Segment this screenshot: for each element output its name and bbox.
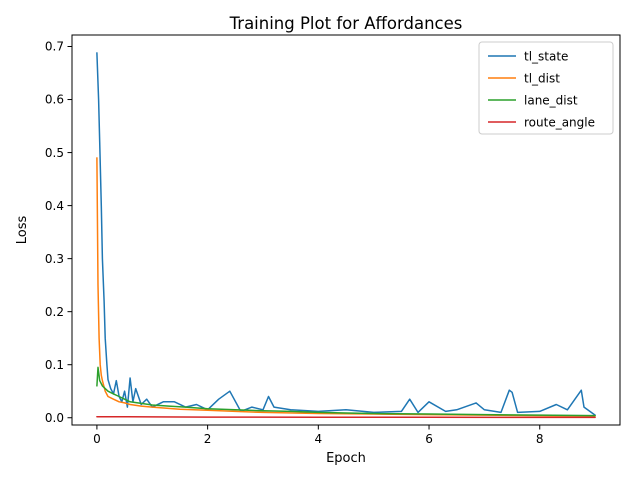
series-line-lane-dist <box>96 366 596 417</box>
x-axis-label: Epoch <box>326 451 366 466</box>
x-axis: 0 2 4 6 8 <box>93 425 544 446</box>
plot-frame <box>71 34 621 426</box>
chart-title: Training Plot for Affordances <box>229 14 463 33</box>
x-tick-label: 8 <box>536 432 544 446</box>
y-tick-label: 0.1 <box>45 358 64 372</box>
legend-label-lane-dist: lane_dist <box>524 93 578 107</box>
x-tick-label: 6 <box>425 432 433 446</box>
y-tick-label: 0.2 <box>45 305 64 319</box>
y-tick-label: 0.5 <box>45 146 64 160</box>
legend: tl_state tl_dist lane_dist route_angle <box>478 41 614 135</box>
y-tick-label: 0.3 <box>45 252 64 266</box>
y-tick-label: 0.6 <box>45 93 64 107</box>
x-tick-label: 0 <box>93 432 101 446</box>
series-line-route-angle <box>96 415 596 419</box>
series-layer <box>96 52 596 419</box>
x-tick-label: 2 <box>204 432 212 446</box>
y-tick-label: 0.7 <box>45 40 64 54</box>
y-axis: 0.0 0.1 0.2 0.3 0.4 0.5 0.6 0.7 <box>45 40 72 425</box>
legend-label-tl-state: tl_state <box>524 49 568 63</box>
y-axis-label: Loss <box>15 216 30 245</box>
legend-box <box>478 41 614 135</box>
legend-label-route-angle: route_angle <box>524 115 595 129</box>
x-tick-label: 4 <box>315 432 323 446</box>
y-tick-label: 0.4 <box>45 199 64 213</box>
legend-label-tl-dist: tl_dist <box>524 71 560 85</box>
y-tick-label: 0.0 <box>45 411 64 425</box>
series-line-tl-state <box>96 52 596 416</box>
